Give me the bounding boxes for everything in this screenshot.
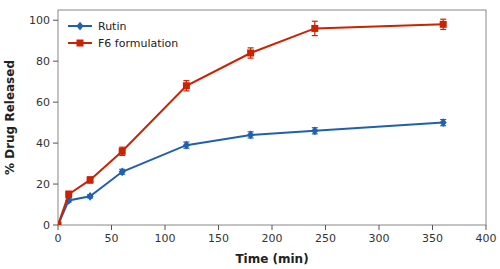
- point: [311, 25, 318, 32]
- point: [440, 118, 447, 127]
- x-tick: [325, 225, 326, 230]
- error-bar-cap: [183, 90, 189, 91]
- error-bar-cap: [312, 21, 318, 22]
- point: [183, 141, 190, 150]
- chart-container: 0 50 100 150 200 250 300 350 400 0 20 40 60 80 100 Time…: [0, 0, 500, 269]
- error-bar-cap: [312, 35, 318, 36]
- error-bar: [312, 21, 318, 35]
- error-bar-cap: [248, 58, 254, 59]
- error-bar: [183, 81, 189, 91]
- x-tick: [272, 225, 273, 230]
- y-tick-label: 0: [43, 219, 50, 232]
- legend-label: F6 formulation: [98, 37, 178, 50]
- background: [0, 0, 500, 269]
- error-bar: [119, 147, 125, 155]
- y-tick: [53, 225, 58, 226]
- y-tick-label: 40: [36, 137, 50, 150]
- point: [87, 192, 94, 201]
- x-tick-label: 400: [476, 232, 497, 245]
- error-bar-cap: [440, 19, 446, 20]
- x-axis-label: Time (min): [235, 252, 308, 266]
- x-tick: [379, 225, 380, 230]
- point: [58, 222, 62, 226]
- point: [440, 21, 447, 28]
- error-bar-cap: [119, 147, 125, 148]
- error-bar-cap: [248, 47, 254, 48]
- error-bar-cap: [440, 29, 446, 30]
- point: [311, 126, 318, 135]
- series: [58, 118, 447, 225]
- x-tick: [432, 225, 433, 230]
- series-line: [58, 123, 443, 225]
- error-bar: [87, 177, 93, 183]
- error-bar-cap: [183, 80, 189, 81]
- legend-label: Rutin: [98, 20, 126, 33]
- error-bar: [66, 191, 72, 197]
- y-axis-label: % Drug Released: [3, 60, 17, 175]
- x-tick: [58, 225, 59, 230]
- y-axis: 0 20 40 60 80 100: [29, 14, 58, 232]
- series: [58, 19, 447, 225]
- data-area: [58, 19, 447, 225]
- x-tick-label: 300: [369, 232, 390, 245]
- y-tick-label: 20: [36, 178, 50, 191]
- x-tick-label: 250: [315, 232, 336, 245]
- chart: 0 50 100 150 200 250 300 350 400 0 20 40 60 80 100 Time…: [0, 0, 500, 269]
- point: [247, 131, 254, 140]
- x-tick-label: 100: [155, 232, 176, 245]
- y-tick: [53, 143, 58, 144]
- point: [87, 176, 94, 183]
- x-tick: [111, 225, 112, 230]
- point: [247, 50, 254, 57]
- legend-marker: [77, 22, 84, 31]
- y-tick-label: 60: [36, 96, 50, 109]
- point: [119, 148, 126, 155]
- y-tick-label: 80: [36, 55, 50, 68]
- y-tick: [53, 102, 58, 103]
- plot-frame: [58, 10, 486, 225]
- point: [65, 191, 72, 198]
- x-tick-label: 150: [208, 232, 229, 245]
- x-tick: [218, 225, 219, 230]
- y-tick-label: 100: [29, 14, 50, 27]
- y-tick: [53, 61, 58, 62]
- legend-marker: [77, 40, 84, 47]
- error-bar-cap: [119, 155, 125, 156]
- x-tick-label: 200: [262, 232, 283, 245]
- x-tick-label: 50: [105, 232, 119, 245]
- y-tick: [53, 184, 58, 185]
- legend: Rutin F6 formulation: [68, 20, 178, 50]
- x-axis: 0 50 100 150 200 250 300 350 400: [55, 225, 497, 245]
- point: [119, 167, 126, 176]
- x-tick-label: 0: [55, 232, 62, 245]
- x-tick: [486, 225, 487, 230]
- error-bar: [248, 48, 254, 58]
- error-bar: [440, 19, 446, 29]
- x-tick-label: 350: [422, 232, 443, 245]
- x-tick: [165, 225, 166, 230]
- series-line: [58, 24, 443, 225]
- point: [183, 82, 190, 89]
- y-tick: [53, 20, 58, 21]
